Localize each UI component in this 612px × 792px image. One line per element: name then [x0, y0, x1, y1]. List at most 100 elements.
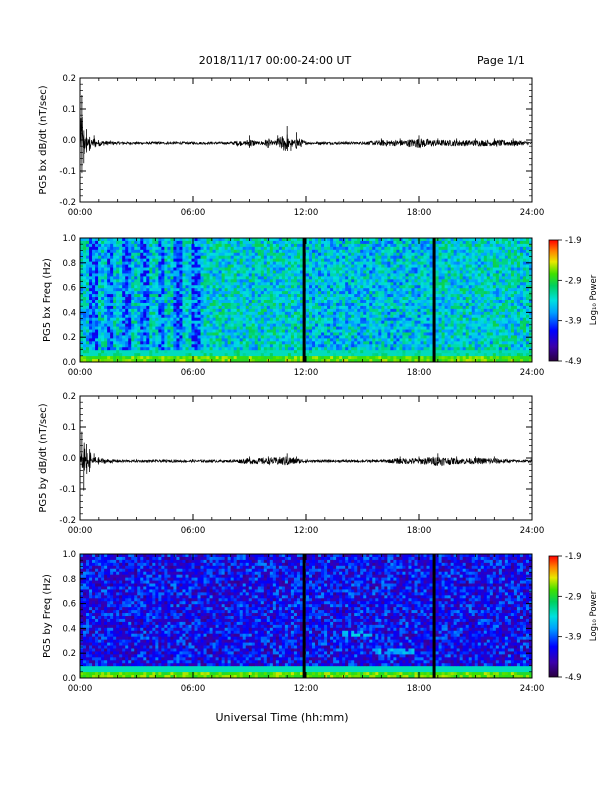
spectrogram-cell [116, 344, 120, 348]
spectrogram-cell [197, 255, 201, 260]
spectrogram-cell [194, 332, 198, 336]
spectrogram-cell [266, 320, 271, 325]
spectrogram-cell [333, 311, 337, 316]
spectrogram-cell [414, 273, 418, 277]
spectrogram-cell [330, 305, 334, 310]
spectrogram-cell [95, 308, 99, 313]
spectrogram-cell [306, 279, 310, 283]
spectrogram-cell [363, 238, 367, 242]
spectrogram-cell [324, 320, 328, 325]
spectrogram-cell [375, 273, 379, 277]
spectrogram-cell [360, 243, 364, 248]
spectrogram-cell [239, 264, 244, 268]
spectrogram-cell [420, 338, 424, 342]
spectrogram-cell [104, 252, 108, 257]
spectrogram-cell [275, 240, 280, 245]
spectrogram-cell [378, 294, 382, 298]
spectrogram-cell [396, 311, 400, 316]
spectrogram-cell [110, 294, 114, 298]
spectrogram-cell [227, 243, 232, 248]
spectrogram-cell [134, 273, 138, 277]
spectrogram-cell [417, 338, 421, 342]
spectrogram-cell [312, 252, 316, 257]
spectrogram-cell [137, 314, 141, 319]
spectrogram-cell [290, 353, 295, 357]
spectrogram-cell [333, 276, 337, 280]
spectrogram-cell [312, 270, 316, 274]
spectrogram-cell [411, 323, 415, 327]
spectrogram-cell [281, 335, 286, 339]
spectrogram-cell [324, 300, 328, 304]
spectrogram-cell [284, 238, 289, 242]
spectrogram-cell [152, 282, 156, 286]
spectrogram-cell [260, 344, 265, 348]
spectrogram-cell [116, 329, 120, 333]
spectrogram-cell [98, 329, 102, 333]
spectrogram-cell [191, 279, 195, 283]
spectrogram-cell [251, 332, 256, 336]
spectrogram-cell [212, 240, 216, 245]
spectrogram-cell [408, 300, 412, 304]
spectrogram-cell [357, 288, 361, 292]
spectrogram-cell [131, 243, 135, 248]
spectrogram-cell [417, 308, 421, 313]
spectrogram-cell [248, 356, 253, 360]
spectrogram-cell [399, 335, 403, 339]
spectrogram-cell [125, 359, 129, 363]
spectrogram-cell [287, 338, 292, 342]
spectrogram-cell [378, 356, 382, 360]
spectrogram-cell [351, 341, 355, 345]
spectrogram-cell [327, 249, 331, 254]
spectrogram-cell [321, 332, 325, 336]
spectrogram-cell [324, 249, 328, 254]
spectrogram-cell [366, 308, 370, 313]
spectrogram-cell [110, 258, 114, 263]
spectrogram-cell [411, 285, 415, 289]
spectrogram-cell [290, 302, 295, 307]
spectrogram-cell [149, 258, 153, 263]
spectrogram-cell [104, 240, 108, 245]
spectrogram-cell [387, 300, 391, 304]
spectrogram-cell [221, 332, 226, 336]
spectrogram-cell [104, 320, 108, 325]
spectrogram-cell [342, 252, 346, 257]
spectrogram-cell [423, 285, 427, 289]
spectrogram-cell [306, 326, 310, 330]
spectrogram-cell [284, 347, 289, 351]
spectrogram-cell [384, 341, 388, 345]
spectrogram-cell [420, 291, 424, 295]
spectrogram-cell [281, 323, 286, 327]
spectrogram-cell [212, 294, 216, 298]
spectrogram-cell [227, 314, 232, 319]
spectrogram-cell [278, 282, 283, 286]
spectrogram-cell [188, 332, 192, 336]
spectrogram-cell [131, 308, 135, 313]
spectrogram-cell [134, 261, 138, 265]
spectrogram-cell [248, 344, 253, 348]
spectrogram-cell [263, 255, 268, 260]
spectrogram-cell [375, 261, 379, 265]
spectrogram-cell [89, 341, 93, 345]
spectrogram-cell [218, 267, 223, 271]
spectrogram-cell [80, 282, 84, 286]
spectrogram-cell [296, 314, 301, 319]
spectrogram-cell [354, 282, 358, 286]
spectrogram-cell [95, 356, 99, 360]
spectrogram-cell [321, 252, 325, 257]
spectrogram-cell [104, 302, 108, 307]
spectrogram-cell [140, 238, 144, 242]
spectrogram-cell [345, 267, 349, 271]
spectrogram-cell [315, 264, 319, 268]
spectrogram-cell [134, 347, 138, 351]
spectrogram-cell [299, 314, 304, 319]
spectrogram-cell [266, 323, 271, 327]
spectrogram-cell [318, 300, 322, 304]
spectrogram-cell [152, 238, 156, 242]
spectrogram-cell [287, 300, 292, 304]
spectrogram-cell [333, 335, 337, 339]
spectrogram-cell [369, 267, 373, 271]
spectrogram-cell [119, 347, 123, 351]
spectrogram-cell [83, 338, 87, 342]
spectrogram-cell [122, 359, 126, 363]
spectrogram-cell [287, 291, 292, 295]
